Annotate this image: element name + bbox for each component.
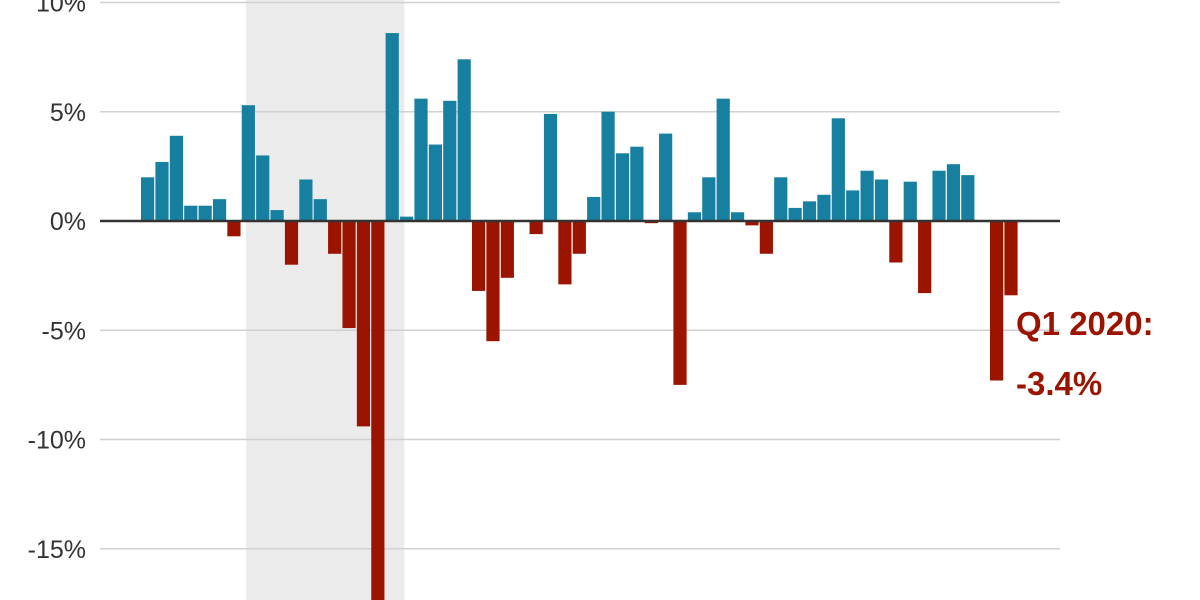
bar: [414, 98, 428, 221]
bar: [313, 199, 327, 221]
bar: [141, 177, 155, 221]
bar: [1004, 221, 1018, 296]
bar: [500, 221, 514, 278]
bar: [687, 212, 702, 221]
bar: [371, 221, 385, 600]
bar: [356, 221, 371, 427]
bar: [256, 155, 270, 221]
bar: [428, 144, 442, 221]
bar: [730, 212, 745, 221]
bar: [601, 111, 615, 221]
annotation-line1: Q1 2020:: [1016, 305, 1154, 342]
annotation-line2: -3.4%: [1016, 365, 1102, 402]
bar: [860, 170, 874, 221]
bar: [702, 177, 716, 221]
bar: [486, 221, 500, 342]
bar: [630, 146, 644, 221]
bar: [615, 153, 630, 221]
bar: [889, 221, 903, 263]
bar: [918, 221, 932, 294]
bar: [443, 100, 457, 221]
bar: [831, 118, 845, 221]
bar: [874, 179, 889, 221]
bar: [759, 221, 773, 254]
bar: [558, 221, 572, 285]
y-tick-label: 0%: [50, 208, 86, 236]
bar: [342, 221, 356, 329]
y-tick-label: 10%: [36, 0, 86, 18]
bar: [299, 179, 313, 221]
bar: [572, 221, 586, 254]
bar: [328, 221, 342, 254]
bar: [212, 199, 227, 221]
bar: [198, 205, 212, 221]
bar: [587, 196, 601, 221]
bar: [745, 221, 759, 226]
bar: [774, 177, 788, 221]
bar: [788, 207, 802, 221]
bar: [169, 135, 183, 221]
bar: [903, 181, 917, 221]
bar: [385, 33, 399, 222]
bar: [716, 98, 730, 221]
y-tick-label: -15%: [28, 536, 86, 564]
bar: [961, 175, 975, 221]
y-tick-label: -10%: [28, 427, 86, 455]
bar: [802, 201, 817, 221]
bar: [673, 221, 687, 385]
y-tick-label: 5%: [50, 99, 86, 127]
bar: [946, 164, 961, 221]
bar: [270, 210, 284, 221]
bar: [471, 221, 486, 291]
bar: [659, 133, 673, 221]
bar: [543, 113, 558, 221]
y-tick-label: -5%: [42, 317, 86, 345]
bar: [155, 162, 169, 221]
bar: [990, 221, 1004, 381]
bar: [457, 59, 471, 222]
bar: [846, 190, 860, 221]
bar: [529, 221, 543, 235]
bar: [227, 221, 241, 237]
bar: [284, 221, 299, 265]
bar: [400, 216, 414, 221]
bar: [817, 194, 831, 221]
bar: [184, 205, 198, 221]
bar: [932, 170, 946, 221]
bar: [241, 105, 255, 221]
